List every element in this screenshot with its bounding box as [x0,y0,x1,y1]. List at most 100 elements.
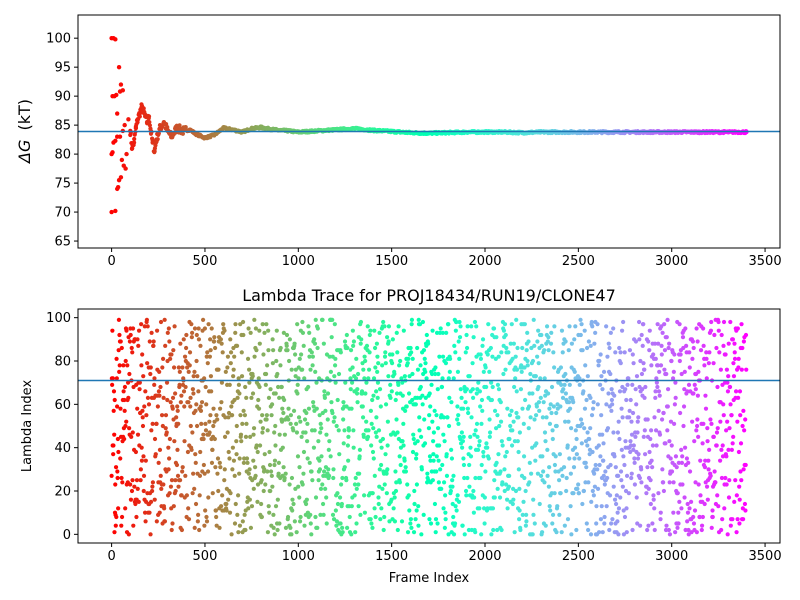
lambda-point [601,473,606,478]
delta-g-point [147,120,152,125]
lambda-point [335,491,340,496]
delta-g-point [115,111,120,116]
lambda-point [271,348,276,353]
lambda-point [633,387,638,392]
lambda-point [150,488,155,494]
lambda-point [175,404,180,409]
lambda-point [237,471,242,476]
lambda-point [274,328,279,333]
lambda-point [380,486,385,491]
lambda-point [182,439,187,444]
lambda-point [384,471,389,476]
lambda-point [160,356,166,361]
lambda-point [472,432,477,437]
lambda-point [676,460,681,465]
lambda-point [127,339,133,344]
lambda-point [373,430,378,435]
lambda-point [145,395,151,400]
lambda-point [713,480,718,485]
delta-g-point [118,82,124,87]
lambda-point [243,434,249,439]
lambda-point [589,499,594,504]
lambda-point [247,497,252,502]
lambda-point [364,380,369,385]
lambda-point [484,441,489,446]
lambda-point [565,517,571,522]
lambda-point [524,512,529,517]
lambda-point [287,482,292,487]
lambda-point [152,376,157,381]
lambda-point [410,356,415,361]
lambda-point [569,341,575,346]
lambda-point [302,417,308,422]
lambda-point [507,473,512,478]
lambda-point [632,482,637,487]
lambda-point [334,523,339,528]
lambda-point [695,339,700,344]
lambda-point [477,389,482,394]
lambda-point [521,421,526,426]
lambda-point [473,428,478,433]
lambda-point [658,517,663,522]
lambda-point [427,454,433,459]
lambda-point [673,530,678,535]
lambda-point [312,337,317,342]
lambda-point [441,506,446,511]
lambda-point [741,339,746,344]
lambda-point [400,393,405,398]
delta-g-point [180,131,186,136]
lambda-point [548,341,554,346]
lambda-point [400,380,405,385]
lambda-point [507,436,512,442]
lambda-point [623,387,628,392]
lambda-point [471,335,476,340]
lambda-point [459,430,464,435]
lambda-point [428,404,433,409]
lambda-point [111,389,117,394]
lambda-point [725,389,731,394]
lambda-point [718,419,723,424]
lambda-point [180,365,185,370]
lambda-point [511,419,516,424]
lambda-point [204,514,209,520]
lambda-point [326,473,332,478]
lambda-point [624,397,629,403]
lambda-point [275,371,280,377]
lambda-point [679,371,684,377]
lambda-point [697,514,702,520]
lambda-point [257,328,262,333]
lambda-point [267,462,273,468]
delta-g-point [137,114,142,119]
lambda-point [391,506,396,511]
lambda-point [646,339,651,344]
lambda-point [388,395,393,400]
lambda-point [367,332,372,338]
lambda-point [267,510,272,515]
lambda-point [682,387,687,392]
lambda-point [331,475,336,481]
lambda-point [184,493,189,498]
lambda-point [429,382,434,387]
lambda-point [421,512,426,517]
lambda-point [679,447,684,452]
lambda-point [433,517,439,522]
lambda-point [632,460,637,465]
lambda-point [489,397,495,403]
lambda-point [272,458,278,463]
lambda-point [695,423,700,429]
lambda-point [653,356,658,361]
lambda-point [209,326,214,331]
lambda-point [378,462,384,468]
delta-g-point [146,116,151,121]
lambda-point [210,491,215,496]
lambda-point [508,423,513,429]
lambda-point [613,350,618,355]
lambda-point [148,532,153,537]
lambda-point [542,348,547,353]
lambda-point [662,322,667,327]
lambda-point [215,456,221,461]
lambda-point [454,319,459,325]
lambda-point [127,371,132,377]
lambda-point [123,506,128,511]
lambda-point [571,491,576,496]
